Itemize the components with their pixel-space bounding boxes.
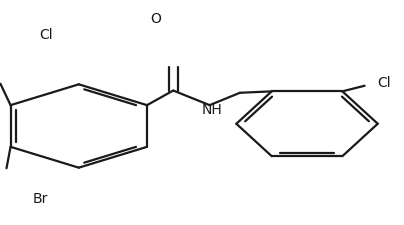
Text: Cl: Cl bbox=[40, 28, 53, 42]
Text: O: O bbox=[150, 12, 161, 26]
Text: NH: NH bbox=[201, 103, 222, 117]
Text: Br: Br bbox=[33, 192, 48, 206]
Text: Cl: Cl bbox=[378, 76, 391, 90]
